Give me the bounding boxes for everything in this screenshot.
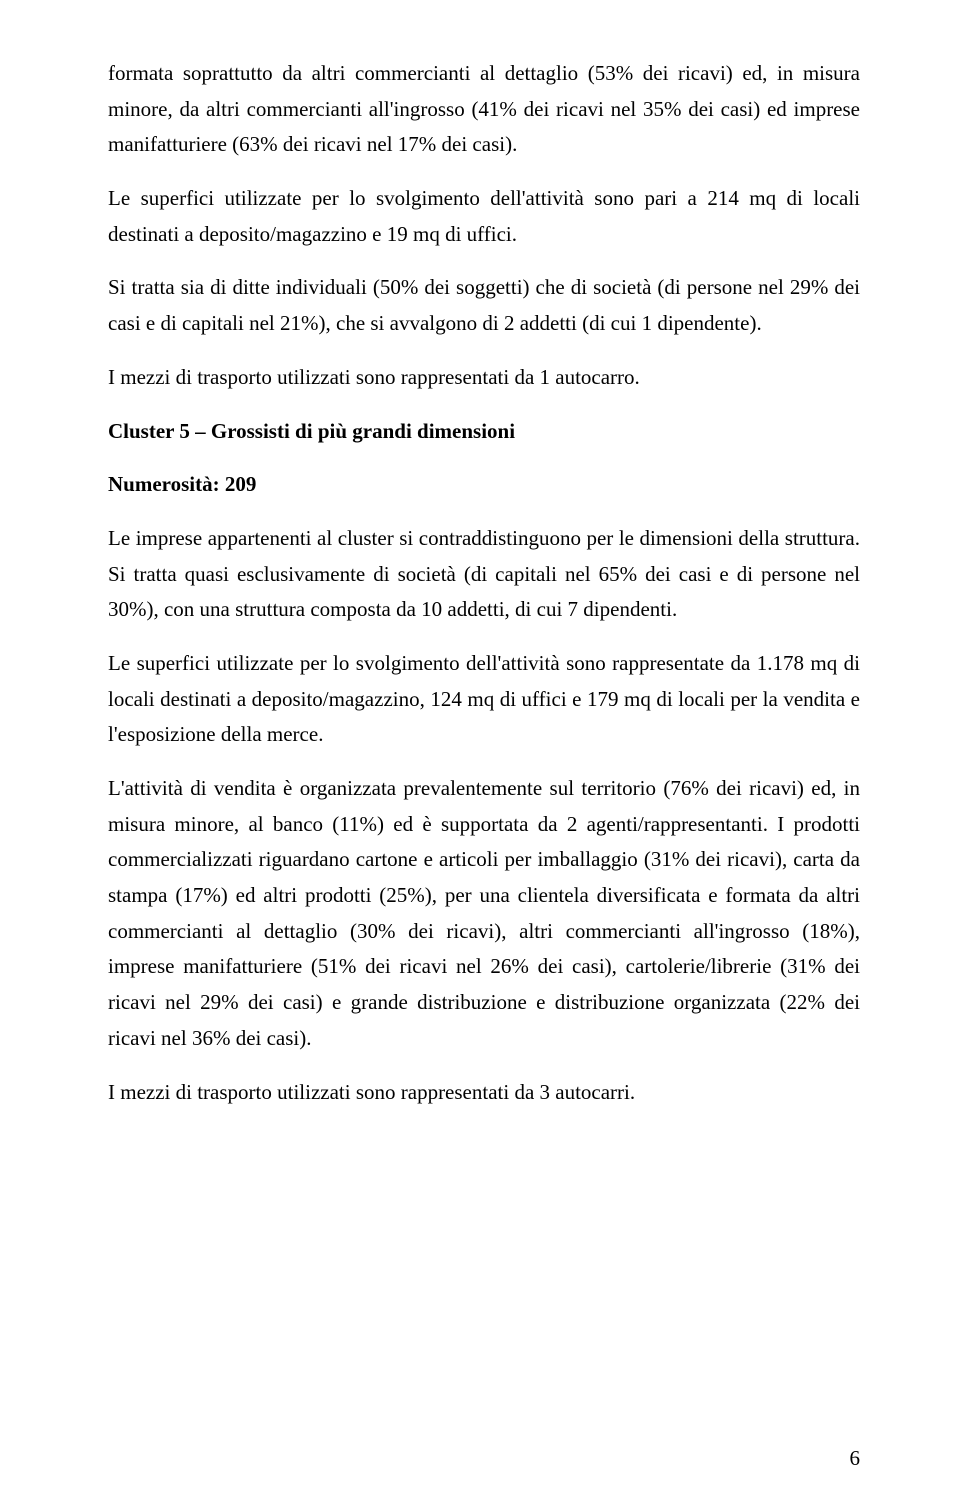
- body-paragraph: Le superfici utilizzate per lo svolgimen…: [108, 646, 860, 753]
- cluster-heading: Cluster 5 – Grossisti di più grandi dime…: [108, 414, 860, 450]
- body-paragraph: Le superfici utilizzate per lo svolgimen…: [108, 181, 860, 252]
- body-paragraph: Le imprese appartenenti al cluster si co…: [108, 521, 860, 628]
- body-paragraph: formata soprattutto da altri commerciant…: [108, 56, 860, 163]
- body-paragraph: I mezzi di trasporto utilizzati sono rap…: [108, 360, 860, 396]
- page-number: 6: [850, 1446, 861, 1471]
- body-paragraph: L'attività di vendita è organizzata prev…: [108, 771, 860, 1057]
- numerosita-heading: Numerosità: 209: [108, 467, 860, 503]
- body-paragraph: I mezzi di trasporto utilizzati sono rap…: [108, 1075, 860, 1111]
- body-paragraph: Si tratta sia di ditte individuali (50% …: [108, 270, 860, 341]
- document-page: formata soprattutto da altri commerciant…: [0, 0, 960, 1511]
